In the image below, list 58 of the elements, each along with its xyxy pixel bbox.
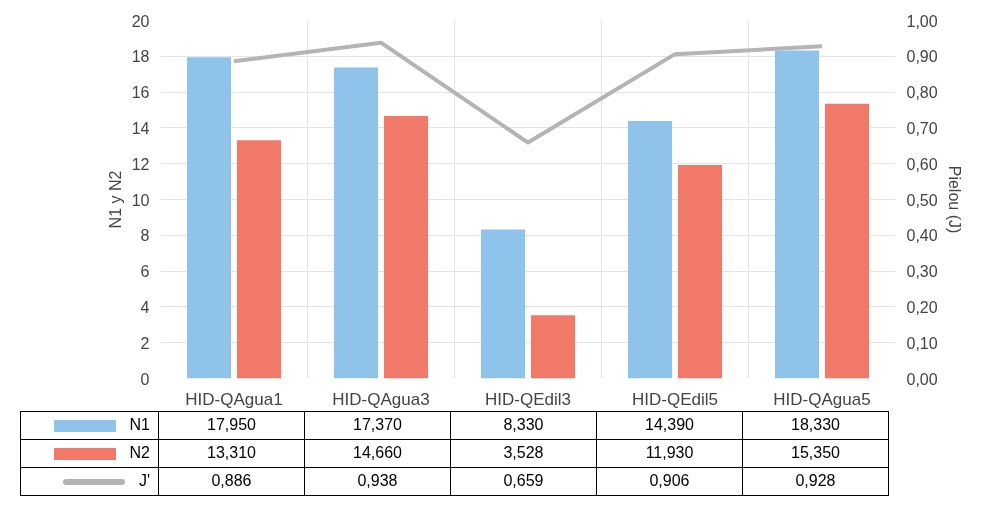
bar — [530, 315, 576, 379]
y-tick-label: 10 — [131, 191, 150, 209]
line-series — [232, 40, 824, 145]
bar — [383, 116, 429, 379]
x-tick-label: HID-QEdil5 — [632, 389, 718, 409]
y2-tick-label: 0,50 — [906, 191, 938, 209]
x-tick-label: HID-QAgua1 — [185, 389, 283, 409]
data-label: 14,660 — [304, 439, 451, 468]
bar — [774, 50, 820, 379]
y2-tick-label: 0,90 — [906, 48, 938, 66]
y2-tick-label: 0,30 — [906, 263, 938, 281]
data-label: 3,528 — [450, 439, 597, 468]
y-axis-title: N1 y N2 — [106, 170, 124, 229]
data-label: 0,928 — [742, 467, 889, 496]
legend-label: J' — [138, 471, 150, 492]
bar — [627, 120, 673, 379]
y2-axis-title: Pielou (J) — [945, 165, 963, 234]
y-tick-label: 18 — [131, 48, 150, 66]
y2-tick-label: 0,60 — [906, 155, 938, 173]
bar — [333, 67, 379, 379]
legend-label: N1 — [129, 415, 150, 436]
bar — [480, 229, 526, 379]
data-label: 0,659 — [450, 467, 597, 496]
x-tick-label: HID-QAgua3 — [332, 389, 430, 409]
y2-tick-label: 1,00 — [906, 12, 938, 30]
bar — [824, 103, 870, 379]
data-label: 17,950 — [158, 411, 305, 440]
y2-tick-label: 0,00 — [906, 370, 938, 388]
y-tick-label: 6 — [140, 263, 150, 281]
data-label: 13,310 — [158, 439, 305, 468]
data-label: 0,886 — [158, 467, 305, 496]
y2-tick-label: 0,80 — [906, 84, 938, 102]
y2-tick-label: 0,10 — [906, 334, 938, 352]
y-tick-label: 8 — [140, 227, 150, 245]
data-label: 8,330 — [450, 411, 597, 440]
y-tick-label: 2 — [140, 334, 150, 352]
y-tick-label: 20 — [131, 12, 150, 30]
x-tick-label: HID-QAgua5 — [773, 389, 871, 409]
y-tick-label: 0 — [140, 370, 150, 388]
y-tick-label: 12 — [131, 155, 150, 173]
y-tick-label: 14 — [131, 119, 150, 137]
y2-tick-label: 0,20 — [906, 298, 938, 316]
data-label: 18,330 — [742, 411, 889, 440]
bar — [677, 164, 723, 379]
y-tick-label: 16 — [131, 84, 150, 102]
data-label: 11,930 — [596, 439, 743, 468]
data-label: 0,906 — [596, 467, 743, 496]
y2-tick-label: 0,40 — [906, 227, 938, 245]
y2-tick-label: 0,70 — [906, 119, 938, 137]
bar — [236, 140, 282, 379]
data-label: 15,350 — [742, 439, 889, 468]
x-tick-label: HID-QEdil3 — [485, 389, 571, 409]
data-label: 0,938 — [304, 467, 451, 496]
legend-label: N2 — [129, 443, 150, 464]
y-tick-label: 4 — [140, 298, 150, 316]
data-label: 17,370 — [304, 411, 451, 440]
bar — [186, 57, 232, 379]
data-label: 14,390 — [596, 411, 743, 440]
